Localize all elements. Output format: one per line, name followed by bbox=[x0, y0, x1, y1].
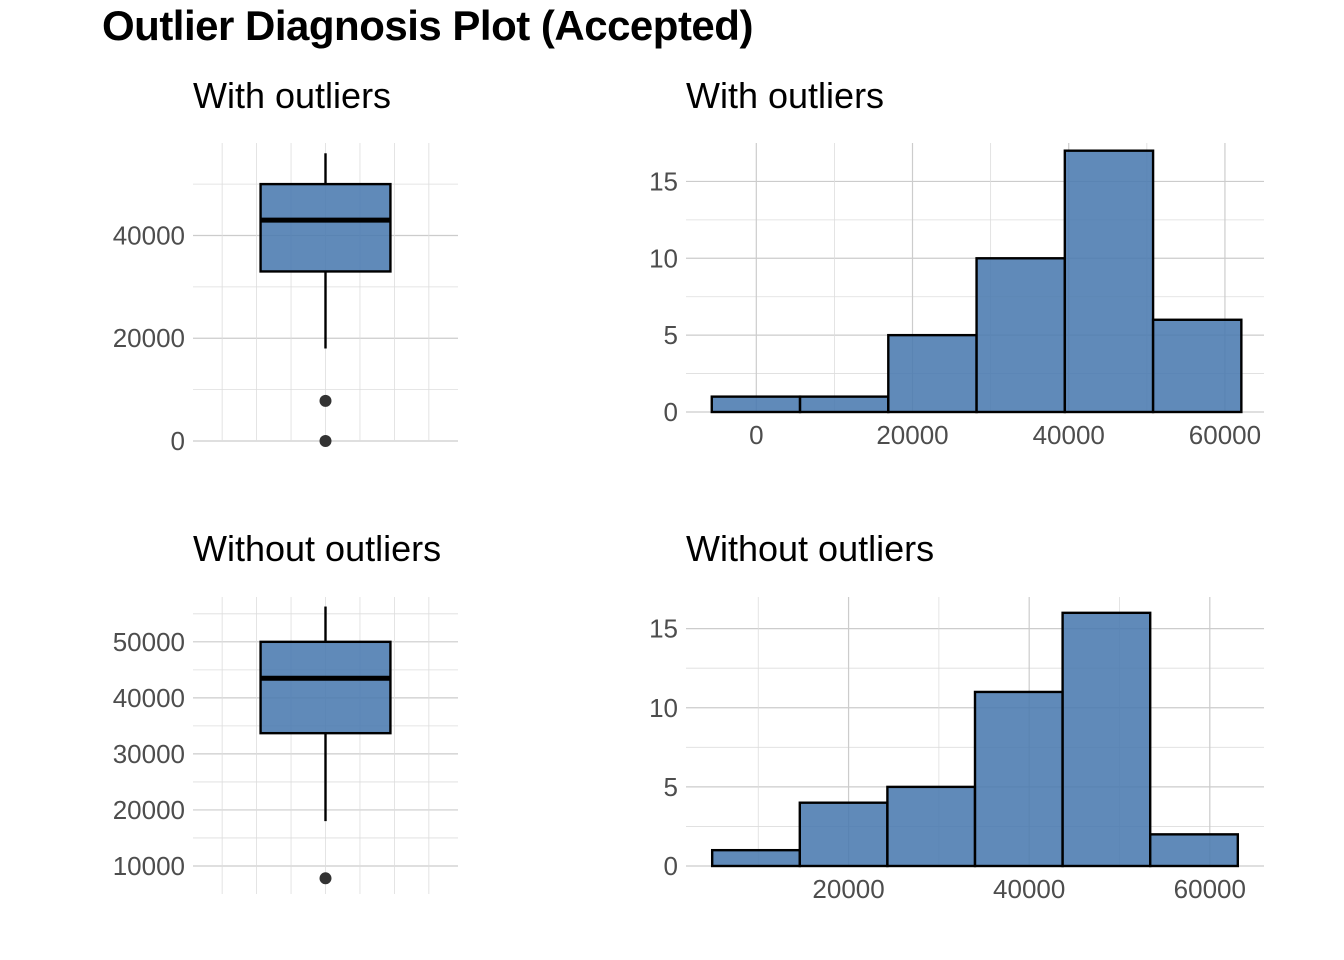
y-tick-label: 5 bbox=[664, 320, 678, 350]
y-tick-label: 20000 bbox=[113, 795, 185, 825]
histogram-bar bbox=[798, 801, 889, 868]
histogram-bar bbox=[798, 395, 890, 414]
y-tick-label: 10 bbox=[649, 243, 678, 273]
histogram-bar bbox=[1149, 833, 1240, 868]
y-tick-label: 0 bbox=[664, 397, 678, 427]
histogram-bar bbox=[710, 848, 801, 868]
panel-2: With outliers 0 5 10 15 0 20000 40000 60000 bbox=[649, 75, 1264, 450]
y-tick-label: 20000 bbox=[113, 323, 185, 353]
x-tick-label: 20000 bbox=[876, 420, 948, 450]
histogram-bar bbox=[1061, 611, 1152, 868]
x-tick-label: 0 bbox=[749, 420, 763, 450]
panel-1: With outliers 0 20000 40000 bbox=[113, 75, 458, 456]
panel-title: Without outliers bbox=[686, 528, 934, 569]
histogram-bar bbox=[887, 333, 978, 414]
panel-title: With outliers bbox=[193, 75, 391, 116]
y-tick-label: 40000 bbox=[113, 220, 185, 250]
histogram-bar bbox=[710, 395, 802, 414]
x-tick-label: 60000 bbox=[1174, 874, 1246, 904]
y-tick-label: 50000 bbox=[113, 627, 185, 657]
panel-3: Without outliers 10000 20000 30000 40000 5000… bbox=[113, 528, 458, 894]
outlier-point bbox=[319, 394, 332, 407]
y-tick-label: 0 bbox=[664, 851, 678, 881]
x-tick-label: 20000 bbox=[812, 874, 884, 904]
iqr-box bbox=[259, 640, 392, 735]
panel-title: With outliers bbox=[686, 75, 884, 116]
histogram-bar bbox=[886, 785, 977, 868]
outlier-point bbox=[319, 872, 332, 885]
y-tick-label: 40000 bbox=[113, 683, 185, 713]
y-tick-label: 10000 bbox=[113, 851, 185, 881]
y-tick-label: 5 bbox=[664, 772, 678, 802]
y-tick-label: 0 bbox=[171, 426, 185, 456]
outlier-point bbox=[319, 435, 332, 447]
y-tick-label: 10 bbox=[649, 693, 678, 723]
histogram-bar bbox=[975, 257, 1067, 414]
y-tick-label: 30000 bbox=[113, 739, 185, 769]
x-tick-label: 40000 bbox=[993, 874, 1065, 904]
histogram-bar bbox=[1063, 149, 1155, 414]
panel-title: Without outliers bbox=[193, 528, 441, 569]
y-tick-label: 15 bbox=[649, 614, 678, 644]
figure-title: Outlier Diagnosis Plot (Accepted) bbox=[102, 2, 753, 49]
histogram-bar bbox=[1151, 318, 1243, 414]
x-tick-label: 40000 bbox=[1033, 420, 1105, 450]
histogram-bar bbox=[973, 690, 1064, 868]
x-tick-label: 60000 bbox=[1189, 420, 1261, 450]
iqr-box bbox=[259, 182, 392, 273]
y-tick-label: 15 bbox=[649, 166, 678, 196]
panel-4: Without outliers 0 5 10 15 20000 40000 60000 bbox=[649, 528, 1264, 904]
